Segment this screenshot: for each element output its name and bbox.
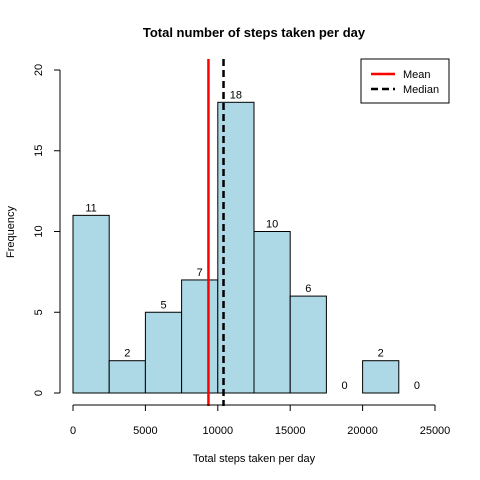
bar-count-label-0: 11 [85,202,96,214]
bar-labels-group: 11 2 5 7 18 10 6 0 2 0 [85,89,420,392]
bars-group [72,101,400,394]
chart-title: Total number of steps taken per day [143,25,366,40]
histogram-bar-2 [144,311,183,394]
bar-count-label-5: 10 [266,219,278,231]
y-tick-label-0: 0 [33,390,45,396]
y-axis-label: Frequency [5,206,17,258]
x-tick-label-1: 5000 [133,425,157,437]
histogram-bar-5 [253,231,291,394]
bar-count-label-6: 6 [305,283,311,295]
histogram-bar-8 [362,360,400,394]
bar-count-label-9: 0 [414,380,420,392]
histogram-bar-3 [181,279,219,394]
y-tick-label-3: 15 [33,145,45,157]
bar-count-label-1: 2 [124,348,130,360]
legend: Mean Median [360,58,450,104]
y-axis: 0 5 10 15 20 [33,64,61,396]
bar-count-label-2: 5 [160,299,166,311]
histogram-bar-1 [108,360,146,394]
y-tick-label-2: 10 [33,225,45,237]
x-tick-label-3: 15000 [275,425,306,437]
y-tick-label-4: 20 [33,64,45,76]
y-tick-label-1: 5 [33,309,45,315]
bar-count-label-4: 18 [230,89,242,101]
legend-label-median: Median [403,84,439,96]
x-axis-label: Total steps taken per day [193,453,316,465]
bar-count-label-7: 0 [341,380,347,392]
x-tick-label-2: 10000 [203,425,234,437]
legend-label-mean: Mean [403,69,431,81]
histogram-bar-6 [289,295,327,394]
x-tick-label-4: 20000 [347,425,378,437]
bar-count-label-8: 2 [378,348,384,360]
histogram-bar-0 [72,214,110,394]
reference-lines-group [207,59,225,406]
x-tick-label-5: 25000 [420,425,451,437]
legend-box [360,58,450,104]
x-axis: 0 5000 10000 15000 20000 25000 [70,404,451,437]
bar-count-label-3: 7 [197,267,203,279]
x-tick-label-0: 0 [70,425,76,437]
